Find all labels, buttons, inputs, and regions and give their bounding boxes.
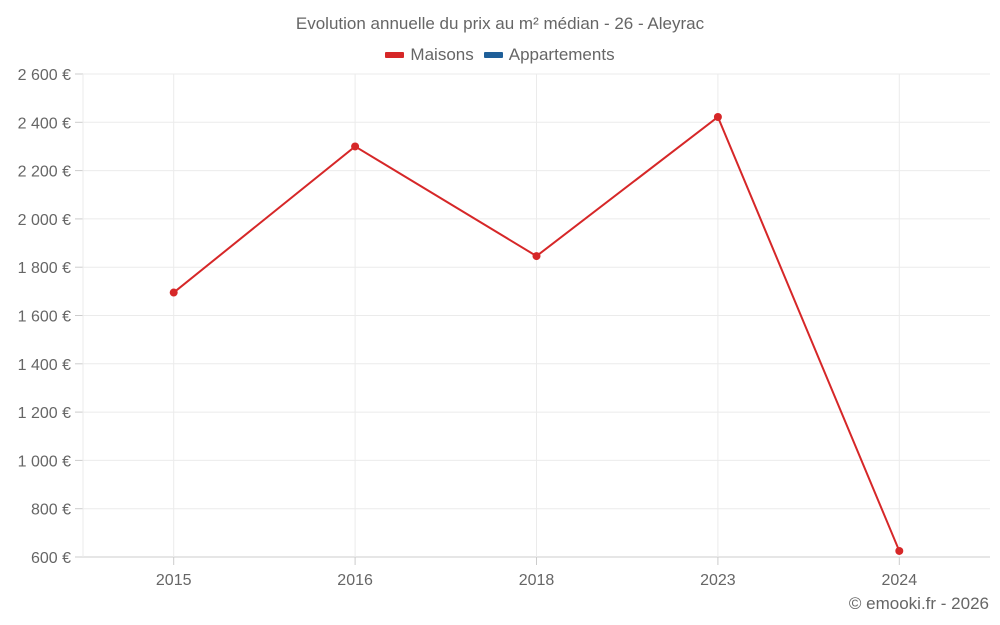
y-axis-label: 1 200 € (18, 405, 71, 422)
y-axis-label: 600 € (31, 550, 71, 567)
legend-label-appartements: Appartements (508, 45, 615, 64)
legend-swatch-maisons (385, 52, 405, 58)
data-point[interactable] (713, 112, 722, 121)
y-axis-label: 800 € (31, 502, 71, 519)
chart-title: Evolution annuelle du prix au m² médian … (295, 14, 705, 33)
x-axis-label: 2018 (519, 572, 555, 589)
data-point[interactable] (532, 252, 541, 261)
copyright-credit: © emooki.fr - 2026 (848, 594, 989, 613)
chart-legend: Maisons Appartements (0, 45, 1000, 65)
legend-label-maisons: Maisons (410, 45, 474, 64)
x-axis-label: 2015 (156, 572, 192, 589)
y-axis-label: 2 200 € (18, 164, 71, 181)
data-point[interactable] (351, 142, 360, 151)
data-point[interactable] (895, 546, 904, 555)
legend-item-appartements[interactable]: Appartements (483, 45, 615, 65)
y-axis-label: 2 400 € (18, 115, 71, 132)
y-axis-label: 1 000 € (18, 453, 71, 470)
y-axis-label: 2 600 € (18, 67, 71, 84)
x-axis-label: 2024 (882, 572, 918, 589)
data-point[interactable] (169, 288, 178, 297)
x-axis-label: 2023 (700, 572, 736, 589)
y-axis-label: 1 600 € (18, 309, 71, 326)
x-axis-label: 2016 (337, 572, 373, 589)
y-axis-label: 2 000 € (18, 212, 71, 229)
legend-swatch-appartements (483, 52, 503, 58)
y-axis-label: 1 400 € (18, 357, 71, 374)
y-axis-label: 1 800 € (18, 260, 71, 277)
legend-item-maisons[interactable]: Maisons (385, 45, 474, 65)
